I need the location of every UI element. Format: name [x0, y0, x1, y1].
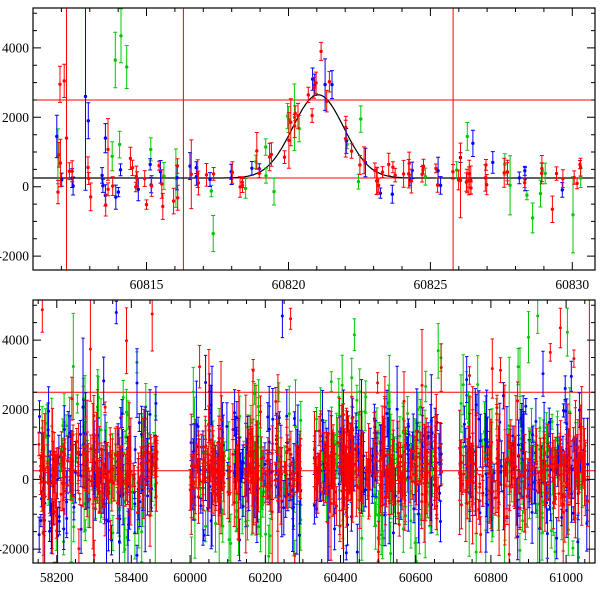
y-tick-label: 4000	[2, 333, 29, 348]
x-tick-label: 60820	[272, 277, 306, 292]
y-tick-label: 2000	[2, 110, 29, 125]
x-tick-label: 60800	[474, 570, 508, 585]
x-tick-label: 60000	[173, 570, 207, 585]
x-tick-label: 60200	[248, 570, 282, 585]
x-tick-label: 60815	[130, 277, 164, 292]
model-curve	[33, 94, 594, 179]
y-tick-label: 4000	[2, 40, 29, 55]
top-axes: 60815 60820 60825 60830 -2000 0 2000 4000	[0, 7, 596, 292]
y-tick-label: -2000	[0, 542, 29, 557]
tick-marks	[32, 8, 595, 270]
axis-box	[32, 7, 596, 271]
top-panel-data	[33, 8, 595, 270]
bottom-panel-data	[33, 300, 595, 563]
x-tick-label: 60825	[414, 277, 448, 292]
y-tick-label: 0	[22, 472, 29, 487]
bottom-axes: 58200 58400 60000 60200 60400 60600 60800 61000…	[0, 299, 596, 585]
axis-box	[32, 299, 596, 564]
points-red	[56, 49, 583, 212]
x-tick-label: 61000	[549, 570, 583, 585]
x-tick-label: 58400	[114, 570, 148, 585]
x-tick-label: 60830	[555, 277, 589, 292]
x-tick-label: 58200	[40, 570, 74, 585]
y-tick-label: -2000	[0, 249, 29, 264]
x-tick-label: 60600	[399, 570, 433, 585]
y-tick-label: 0	[22, 179, 29, 194]
x-tick-label: 60400	[324, 570, 358, 585]
y-tick-label: 2000	[2, 402, 29, 417]
points-red	[37, 308, 590, 557]
tick-marks	[33, 300, 595, 563]
